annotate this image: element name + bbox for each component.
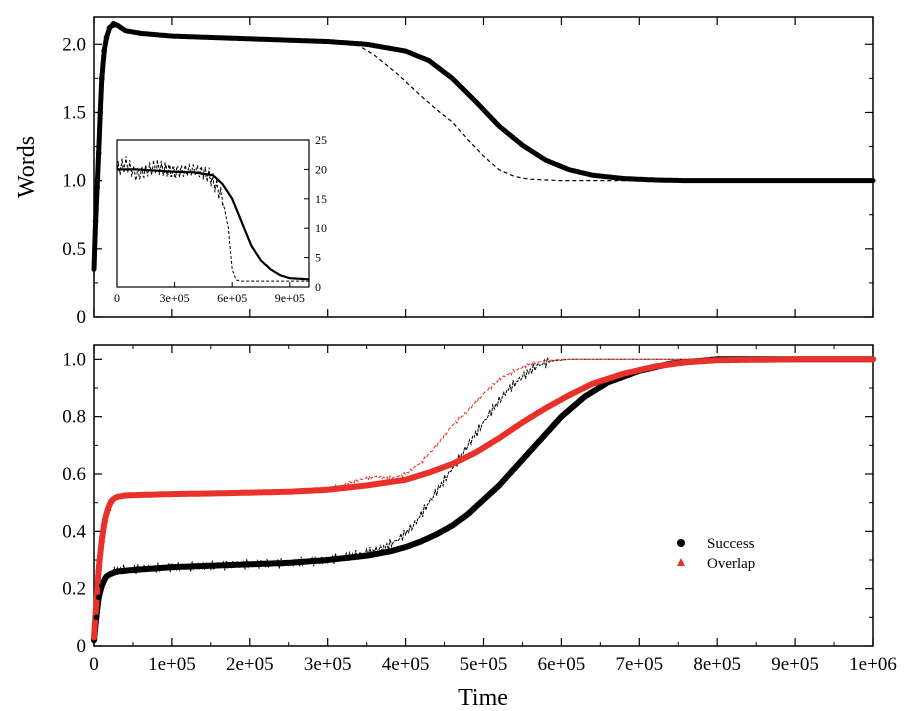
overlap-marker: [107, 497, 115, 504]
top-panel: 0 0.5 1.0 1.5 2.0: [62, 16, 876, 328]
top-y-tick-label: 0.5: [62, 239, 86, 260]
x-axis-title: Time: [458, 685, 508, 711]
top-series-marker: [95, 150, 102, 157]
bottom-x-tick-label: 3e+05: [304, 654, 352, 675]
overlap-marker: [104, 504, 112, 511]
overlap-marker: [92, 599, 100, 606]
inset-background: [117, 140, 309, 287]
top-series-marker: [97, 109, 104, 116]
bottom-x-tick-label: 0: [89, 654, 99, 675]
bottom-y-tick-label: 0.4: [62, 521, 86, 542]
bottom-y-tick-label: 0.2: [62, 579, 86, 600]
top-series-marker: [98, 75, 105, 82]
inset-y-tick-label: 0: [315, 280, 321, 294]
success-marker: [93, 614, 100, 621]
bottom-x-tick-label: 2e+05: [226, 654, 274, 675]
top-series-marker: [110, 21, 117, 27]
top-series-marker: [92, 218, 99, 225]
legend-success-label: Success: [707, 536, 755, 552]
bottom-y-tick-label: 0.8: [62, 407, 86, 428]
bottom-x-tick-label: 4e+05: [382, 654, 430, 675]
bottom-x-tick-label: 6e+05: [538, 654, 586, 675]
top-series-marker: [101, 48, 107, 54]
inset-y-tick-label: 10: [315, 221, 327, 235]
inset-y-tick-label: 20: [315, 162, 327, 176]
success-series: [91, 356, 876, 644]
bottom-x-tick-label: 5e+05: [460, 654, 508, 675]
top-series-marker: [103, 34, 110, 41]
top-series-marker: [106, 25, 113, 31]
inset-series-solid: [117, 168, 310, 281]
top-y-tick-label: 0: [77, 307, 87, 328]
top-y-tick-label: 2.0: [62, 34, 86, 55]
inset-plot-frame: [116, 139, 310, 288]
bottom-y-tick-label: 0: [77, 636, 87, 657]
bottom-x-tick-label: 7e+05: [615, 654, 663, 675]
bottom-x-tick-label: 9e+05: [771, 654, 819, 675]
top-series-marker: [94, 184, 100, 191]
bottom-panel: 0 1e+05 2e+05 3e+05 4e+05 5e+05 6e+05 7e+05 8e+0…: [62, 344, 897, 675]
legend-success-marker: [677, 539, 685, 547]
overlap-series: [91, 356, 876, 641]
bottom-x-tick-label: 8e+05: [693, 654, 741, 675]
bottom-x-tick-label: 1e+05: [148, 654, 196, 675]
inset-x-tick-label: 9e+05: [275, 291, 305, 305]
bottom-x-tick-label: 1e+06: [849, 654, 897, 675]
y-axis-title: Words: [14, 136, 40, 198]
bottom-y-tick-label: 1.0: [62, 349, 86, 370]
overlap-marker: [95, 564, 103, 572]
inset-y-tick-label: 15: [315, 192, 327, 206]
inset-x-tick-label: 6e+05: [217, 291, 247, 305]
top-y-tick-label: 1.5: [62, 102, 86, 123]
success-marker: [98, 583, 105, 589]
overlap-marker: [101, 515, 109, 523]
inset-series-dashed: [116, 156, 309, 282]
inset-y-tick-label: 25: [315, 133, 327, 147]
inset-y-tick-label: 5: [315, 251, 321, 265]
legend: Success Overlap: [677, 536, 755, 572]
inset-x-tick-label: 3e+05: [160, 291, 190, 305]
bottom-y-tick-label: 0.6: [62, 464, 86, 485]
inset-panel: 0 3e+05 6e+05 9e+05 0 5 10 15 20 25: [114, 133, 327, 305]
success-marker: [95, 594, 102, 601]
top-series-markers: [91, 21, 876, 272]
overlap-marker: [98, 535, 106, 543]
top-y-tick-label: 1.0: [62, 171, 86, 192]
legend-overlap-marker: [677, 558, 685, 566]
legend-overlap-label: Overlap: [707, 556, 755, 572]
inset-x-tick-label: 0: [114, 291, 120, 305]
